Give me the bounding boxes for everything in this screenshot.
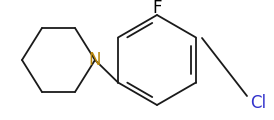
Text: N: N xyxy=(89,51,101,69)
Text: F: F xyxy=(152,0,162,17)
Text: Cl: Cl xyxy=(250,94,266,112)
